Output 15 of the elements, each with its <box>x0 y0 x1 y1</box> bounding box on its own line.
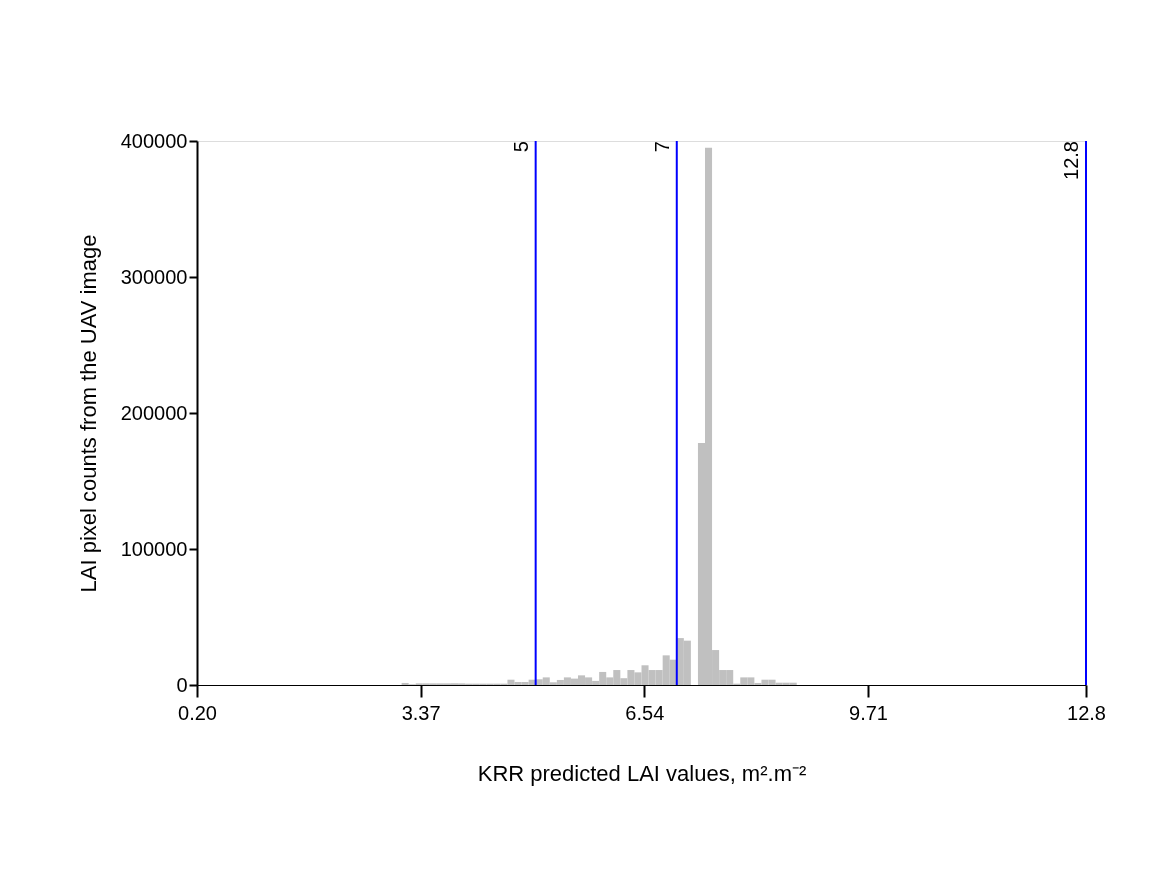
ref-line-label: 5 <box>509 141 532 153</box>
x-tick-label: 0.20 <box>178 701 217 724</box>
y-tick-label: 100000 <box>120 537 188 560</box>
y-tick-label: 200000 <box>120 401 188 424</box>
x-tick-label: 12.8 <box>1067 701 1106 724</box>
x-tick-label: 9.71 <box>849 701 888 724</box>
x-tick-label: 3.37 <box>401 701 441 724</box>
y-tick-label: 300000 <box>120 265 188 288</box>
y-tick-label: 0 <box>176 673 188 696</box>
ref-line-label: 12.8 <box>1060 141 1082 180</box>
y-axis-title: LAI pixel counts from the UAV image <box>75 234 101 593</box>
y-tick-label: 400000 <box>120 129 188 152</box>
x-tick-label: 6.54 <box>625 701 665 724</box>
ref-line-label: 7 <box>650 141 673 153</box>
x-axis-title: KRR predicted LAI values, m².m⁻² <box>477 760 807 786</box>
